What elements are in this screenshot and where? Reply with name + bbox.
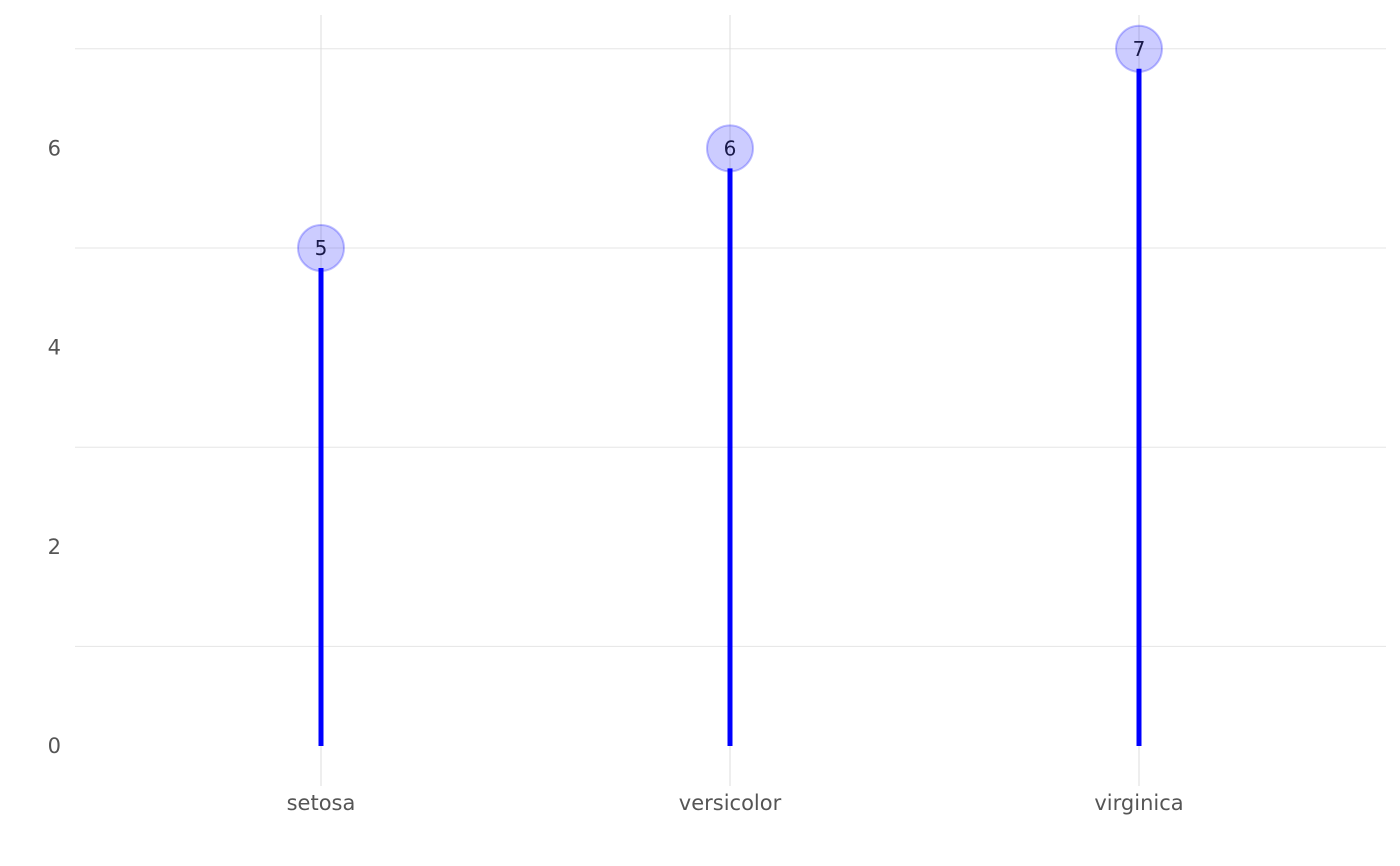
x-tick-label: virginica <box>1094 791 1183 815</box>
lollipop-marker <box>1115 24 1163 73</box>
y-tick-label: 0 <box>48 734 61 758</box>
label-layer: 5 6 7 <box>315 37 1146 260</box>
lollipop-marker <box>297 224 345 272</box>
y-tick-label: 2 <box>48 535 61 559</box>
y-tick-label: 4 <box>48 336 61 360</box>
x-tick-label: setosa <box>287 791 356 815</box>
data-label: 5 <box>315 236 328 260</box>
y-tick-label: 6 <box>48 136 61 160</box>
axis-layer: 0 2 4 6 setosa versicolor virginica <box>48 136 1184 815</box>
data-label: 7 <box>1133 37 1146 61</box>
mark-layer <box>297 24 1163 746</box>
lollipop-marker <box>706 124 754 173</box>
data-label: 6 <box>724 136 737 160</box>
x-tick-label: versicolor <box>679 791 782 815</box>
